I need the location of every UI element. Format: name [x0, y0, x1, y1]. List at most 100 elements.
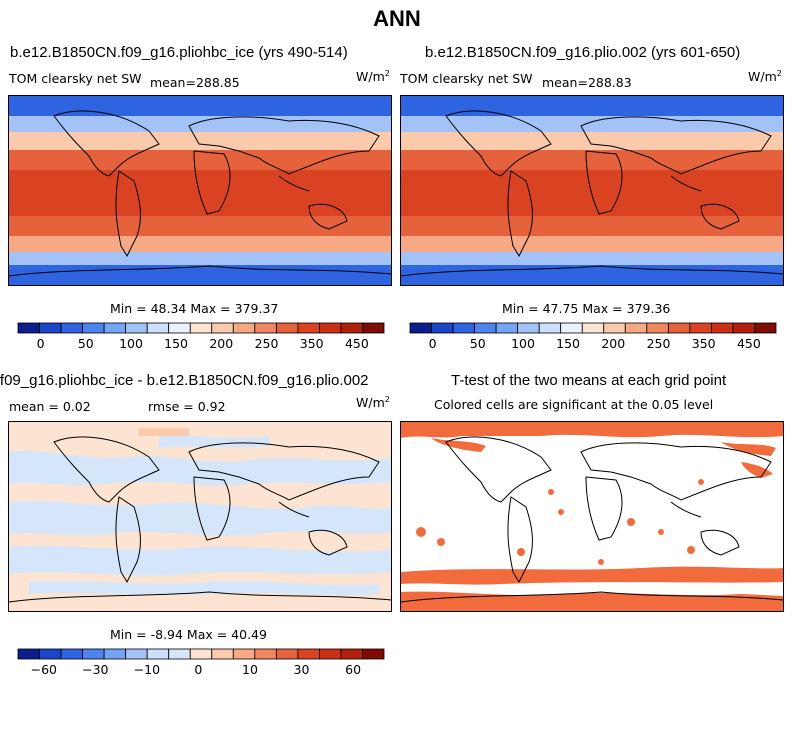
p2-colorbar-cell: [495, 322, 519, 334]
p1-band-subtrop-s: [9, 216, 391, 236]
p1-band-subpolar-s: [9, 252, 391, 265]
panel3-rmse: rmse = 0.92: [148, 399, 226, 414]
p1-band-midlat-n: [9, 132, 391, 150]
p4-significant-cells: [401, 422, 783, 611]
panel2-units: W/m2: [748, 69, 782, 85]
p3-colorbar-cell: [319, 648, 342, 660]
p1-colorbar-cell: [340, 322, 363, 334]
p1-colorbar-cell: [189, 322, 213, 334]
p1-colorbar-tick-label: 100: [119, 336, 143, 351]
panel2-stats: Min = 47.75 Max = 379.36: [502, 301, 671, 316]
p1-colorbar-cell: [168, 322, 191, 334]
p2-coastlines: [401, 110, 783, 277]
p2-colorbar-cell: [689, 322, 712, 334]
p2-band-subtrop-n: [401, 150, 783, 170]
p2-band-polar-s: [401, 265, 783, 285]
p2-band-midlat-s: [401, 236, 783, 252]
p2-colorbar-tick-label: 250: [647, 336, 671, 351]
p2-colorbar-tick-label: 0: [429, 336, 437, 351]
panel3-map: [8, 421, 392, 612]
p3-colorbar-cell: [168, 648, 191, 660]
panel1-colorbar-svg: 0 50 100 150 200 250 350 450: [17, 322, 385, 351]
p3-colorbar-cell: [297, 648, 320, 660]
p3-colorbar-cell: [211, 648, 234, 660]
panel1-mean: mean=288.85: [150, 75, 240, 90]
panel2-colorbar-svg: 0 50 100 150 200 250 350 450: [409, 322, 777, 351]
p2-colorbar-tick-label: 200: [601, 336, 625, 351]
p2-colorbar-cell: [517, 322, 540, 334]
p3-colorbar-tick-label: 10: [242, 662, 258, 677]
p3-colorbar-cell: [189, 648, 213, 660]
panel4-title: T-test of the two means at each grid poi…: [451, 372, 727, 389]
p1-colorbar-cell: [362, 322, 385, 334]
panel2-map-canvas: [401, 96, 783, 285]
p2-band-polar-n: [401, 96, 783, 116]
panel3-map-canvas: [9, 422, 391, 611]
panel2-colorbar: 0 50 100 150 200 250 350 450: [409, 322, 777, 355]
p1-colorbar-cell: [319, 322, 342, 334]
p2-colorbar-tick-label: 100: [511, 336, 535, 351]
p2-colorbar-cell: [603, 322, 626, 334]
p3-colorbar-cell: [125, 648, 148, 660]
p1-colorbar-tick-label: 50: [78, 336, 94, 351]
panel4-map: [400, 421, 784, 612]
p1-colorbar-cell: [254, 322, 277, 334]
p3-colorbar-cell: [82, 648, 105, 660]
panel4-subtitle: Colored cells are significant at the 0.0…: [434, 397, 714, 412]
p2-colorbar-cell: [538, 322, 562, 334]
panel3-colorbar-svg: −60 −30 −10 0 10 30 60: [17, 648, 385, 677]
p3-colorbar-tick-label: −10: [134, 662, 160, 677]
p1-colorbar-cell: [297, 322, 320, 334]
p2-colorbar-tick-label: 150: [556, 336, 580, 351]
p1-colorbar-cell: [17, 322, 40, 334]
p2-colorbar-cell: [754, 322, 777, 334]
p3-positive-patch: [139, 428, 189, 436]
p1-colorbar-tick-label: 250: [255, 336, 279, 351]
p1-band-midlat-s: [9, 236, 391, 252]
p1-colorbar-cell: [82, 322, 105, 334]
p2-band-subpolar-n: [401, 116, 783, 132]
p1-band-polar-n: [9, 96, 391, 116]
p3-colorbar-cell: [362, 648, 385, 660]
p1-colorbar-tick-label: 350: [300, 336, 324, 351]
p2-colorbar-cell: [667, 322, 691, 334]
panel1-variable: TOM clearsky net SW: [9, 71, 142, 86]
panel1-colorbar: 0 50 100 150 200 250 350 450: [17, 322, 385, 355]
p2-band-midlat-n: [401, 132, 783, 150]
p3-colorbar-cell: [232, 648, 256, 660]
panel4-map-canvas: [401, 422, 783, 611]
p1-colorbar-tick-label: 450: [345, 336, 369, 351]
p1-colorbar-cell: [39, 322, 62, 334]
p3-colorbar-cell: [340, 648, 363, 660]
p1-coastlines: [9, 110, 391, 277]
p2-colorbar-cell: [732, 322, 755, 334]
p3-colorbar-cell: [17, 648, 40, 660]
p1-band-subtrop-n: [9, 150, 391, 170]
p1-colorbar-cell: [146, 322, 170, 334]
p2-colorbar-tick-label: 50: [470, 336, 486, 351]
p1-colorbar-cell: [275, 322, 299, 334]
panel2-variable: TOM clearsky net SW: [400, 71, 533, 86]
p1-colorbar-cell: [211, 322, 234, 334]
p1-colorbar-cell: [103, 322, 127, 334]
p2-colorbar-cell: [646, 322, 669, 334]
panel3-units: W/m2: [356, 395, 390, 411]
p3-colorbar-cell: [146, 648, 170, 660]
p2-colorbar-tick-label: 450: [737, 336, 761, 351]
p4-coastlines: [401, 436, 783, 603]
figure-title: ANN: [373, 6, 421, 31]
panel1-stats: Min = 48.34 Max = 379.37: [110, 301, 279, 316]
p2-band-subpolar-s: [401, 252, 783, 265]
p2-colorbar-cell: [560, 322, 583, 334]
p3-colorbar-cell: [60, 648, 83, 660]
panel3-mean: mean = 0.02: [9, 399, 91, 414]
p2-colorbar-cell: [581, 322, 605, 334]
panel3-title-clip: b.e12.B1850CN.f09_g16.pliohbc_ice - b.e1…: [0, 372, 452, 389]
p3-colorbar-cell: [103, 648, 127, 660]
panel1-title: b.e12.B1850CN.f09_g16.pliohbc_ice (yrs 4…: [10, 44, 348, 61]
p3-colorbar-cell: [39, 648, 62, 660]
p2-colorbar-cell: [624, 322, 648, 334]
p2-colorbar-tick-label: 350: [692, 336, 716, 351]
p2-band-subtrop-s: [401, 216, 783, 236]
p2-colorbar-cell: [409, 322, 432, 334]
